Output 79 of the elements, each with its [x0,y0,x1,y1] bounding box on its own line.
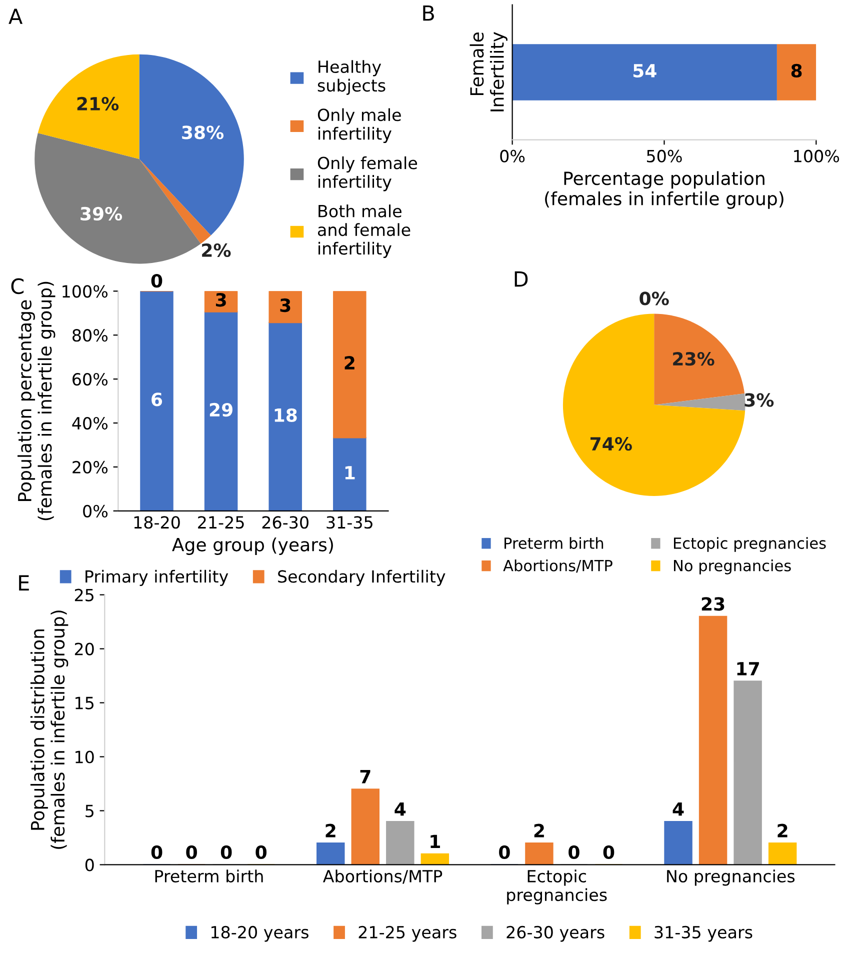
data-label: 0 [603,845,614,860]
data-label: 3% [744,393,774,407]
annotation: 3 [216,293,226,307]
x-tick-label: 50% [646,150,682,162]
legend-label: 18-20 years [211,926,308,942]
legend-label: Only male infertility [318,108,401,144]
annotation: 29 [210,402,232,417]
data-label: 21% [77,96,119,111]
y-tick-label: 25 [74,588,94,602]
x-tick-label: No pregnancies [667,870,795,886]
data-label: 0 [220,845,232,860]
y-axis-title: Population distribution (females in infertile group) [30,610,68,849]
legend-label: 31-35 years [654,926,752,942]
y-tick-label: 0 [85,858,94,872]
text: 0 [151,274,162,288]
legend-label: 21-25 years [358,926,456,942]
x-tick-label: 26-30 [262,516,308,529]
x-tick-label: 0% [500,150,525,162]
legend-label: Ectopic pregnancies [674,537,826,552]
annotation: 2 [344,356,354,370]
data-label: 38% [182,126,224,140]
text: 0% [640,292,669,306]
x-tick-label: Abortions/MTP [322,870,442,884]
data-label: 2% [202,243,231,258]
y-tick-label: 80% [72,329,108,342]
y-tick-label: 15 [76,696,94,710]
chart-title: D [514,271,528,287]
y-tick-label: 20% [72,460,108,474]
data-label: 2 [778,824,788,838]
data-label: 2 [534,824,544,838]
y-tick-label: 10 [76,750,94,764]
x-tick-label: 31-35 [326,516,372,529]
annotation: 8 [791,64,802,78]
data-label: 0 [499,845,510,860]
y-tick-label: 100% [62,285,108,298]
annotation: 54 [633,64,656,78]
x-tick-label: 18-20 [134,516,180,529]
legend-label: Only female infertility [318,156,418,192]
legend-label: Secondary Infertility [278,570,446,586]
data-label: 7 [360,770,370,784]
x-tick-label: 100% [794,150,840,162]
y-tick-label: Female Infertility [470,32,508,112]
x-axis-title: Age group (years) [172,537,333,555]
legend-label: Primary infertility [86,570,228,586]
y-tick-label: 40% [72,416,108,430]
chart-title: A [8,8,23,24]
data-label: 0 [186,845,197,860]
data-label: 0 [256,845,267,860]
data-label: 1 [430,834,440,848]
legend-label: Preterm birth [504,537,604,549]
annotation: 6 [152,392,162,406]
y-tick-label: 20 [74,642,94,656]
y-tick-label: 0% [83,504,108,518]
annotation: 18 [274,408,297,422]
data-label: 17 [737,662,759,676]
data-label: 4 [672,802,684,816]
annotation: 3 [280,298,290,312]
data-label: 23 [702,597,724,611]
chart-title: E [19,575,29,590]
y-tick-label: 60% [72,373,108,386]
legend-label: Healthy subjects [318,60,386,95]
data-label: 74% [590,437,632,451]
chart-title: B [423,5,434,21]
data-label: 0 [151,845,162,860]
legend-label: No pregnancies [674,560,791,574]
x-tick-label: 21-25 [198,516,244,529]
y-tick-label: 5 [86,804,94,818]
legend-label: Both male and female infertility [318,204,410,258]
legend-label: Abortions/MTP [503,560,612,573]
data-label: 0 [568,845,580,860]
annotation: 1 [345,466,355,480]
x-tick-label: Ectopic pregnancies [507,870,607,904]
x-axis-title: Percentage population (females in infertile group) [545,171,784,209]
x-tick-label: Preterm birth [155,870,263,882]
data-label: 23% [673,352,714,366]
data-label: 4 [394,802,406,816]
data-label: 2 [326,824,336,838]
data-label: 39% [80,206,122,221]
legend-label: 26-30 years [506,926,604,942]
